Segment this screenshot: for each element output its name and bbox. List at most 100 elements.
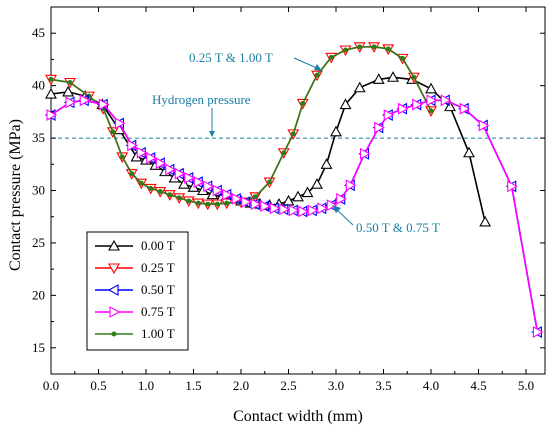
data-point — [444, 100, 456, 112]
y-tick-label: 40 — [32, 78, 45, 93]
data-point — [260, 200, 271, 213]
data-point — [292, 190, 304, 202]
data-point — [279, 203, 290, 216]
data-point — [79, 94, 91, 107]
data-point — [108, 239, 120, 251]
data-point — [157, 189, 163, 195]
data-point — [241, 196, 252, 208]
data-point — [67, 79, 73, 85]
y-axis-title: Contact pressure (MPa) — [7, 119, 24, 271]
data-point — [374, 121, 385, 134]
legend-label: 1.00 T — [141, 326, 175, 341]
data-point — [167, 192, 173, 198]
data-point — [463, 146, 475, 158]
x-tick-label: 4.0 — [423, 378, 439, 393]
data-point — [269, 202, 281, 215]
y-tick-label: 30 — [32, 183, 45, 198]
data-point — [46, 109, 58, 121]
legend-box — [86, 231, 189, 351]
data-point — [127, 139, 138, 152]
data-point — [109, 306, 121, 318]
series-line — [50, 76, 486, 223]
data-point — [320, 158, 333, 169]
data-point — [426, 94, 438, 107]
data-point — [108, 263, 120, 275]
y-tick-label: 20 — [32, 287, 45, 302]
data-point — [371, 44, 377, 50]
data-point — [411, 74, 417, 80]
data-point — [478, 119, 490, 132]
annotation-050-075-arrowhead — [332, 205, 341, 213]
data-point — [187, 181, 200, 192]
data-point — [400, 55, 405, 61]
data-point — [62, 85, 75, 97]
data-point — [282, 194, 295, 206]
legend: 0.00 T 0.25 T 0.50 T 0.75 T 1.00 T — [86, 231, 189, 351]
series-line — [50, 46, 432, 205]
legend-item: 0.50 T — [95, 282, 175, 297]
annotation-025-100-arrow — [293, 57, 320, 70]
x-tick-label: 1.5 — [185, 378, 201, 393]
x-axis-title: Contact width (mm) — [233, 408, 363, 425]
data-point — [214, 201, 220, 207]
data-point — [326, 199, 338, 212]
data-point — [507, 180, 518, 193]
data-point — [385, 46, 391, 52]
hydrogen-pressure-label: Hydrogen pressure — [152, 92, 251, 107]
data-point — [98, 98, 110, 111]
legend-item: 0.75 T — [95, 304, 175, 319]
data-point — [359, 147, 371, 160]
x-tick-label: 2.5 — [280, 378, 296, 393]
data-point — [288, 204, 300, 217]
data-point — [136, 146, 148, 159]
x-tick-label: 1.0 — [138, 378, 154, 393]
data-point — [45, 87, 57, 99]
data-point — [252, 194, 258, 200]
data-point — [301, 186, 314, 198]
y-tick-label: 25 — [32, 235, 45, 250]
data-point — [387, 71, 399, 82]
legend-item: 0.00 T — [95, 238, 175, 253]
data-point — [345, 179, 357, 192]
data-point — [440, 94, 452, 107]
data-point — [267, 179, 272, 185]
data-point — [114, 117, 126, 130]
legend-label: 0.25 T — [141, 260, 175, 275]
data-point — [397, 102, 409, 115]
data-point — [193, 176, 205, 189]
legend-label: 0.00 T — [141, 238, 175, 253]
data-point — [224, 200, 230, 206]
data-point — [231, 192, 243, 205]
x-tick-label: 4.5 — [470, 378, 486, 393]
data-point — [328, 54, 334, 60]
hydrogen-pressure-arrowhead — [209, 131, 215, 137]
x-tick-label: 2.0 — [233, 378, 249, 393]
data-point — [311, 178, 323, 189]
x-tick-label: 3.0 — [328, 378, 344, 393]
annotation-050-075: 0.50 T & 0.75 T — [356, 220, 440, 235]
legend-label: 0.75 T — [141, 304, 175, 319]
data-point — [165, 163, 176, 176]
data-point — [148, 185, 154, 191]
data-point — [372, 73, 385, 84]
data-point — [412, 98, 423, 111]
data-point — [203, 180, 214, 193]
y-tick-label: 35 — [32, 130, 45, 145]
data-point — [300, 100, 306, 106]
data-point — [111, 331, 117, 337]
x-tick-label: 0.5 — [90, 378, 106, 393]
series-line — [50, 46, 432, 205]
data-point — [290, 131, 296, 137]
data-point — [178, 178, 190, 189]
data-point — [176, 195, 182, 201]
data-point — [174, 167, 186, 180]
y-tick-label: 45 — [32, 25, 45, 40]
data-point — [459, 102, 471, 115]
annotation-025-100: 0.25 T & 1.00 T — [189, 50, 273, 65]
data-point — [146, 152, 157, 164]
legend-item: 1.00 T — [95, 326, 175, 341]
data-point — [212, 184, 224, 197]
data-point — [281, 150, 287, 156]
data-point — [479, 215, 492, 227]
data-point — [317, 202, 328, 215]
